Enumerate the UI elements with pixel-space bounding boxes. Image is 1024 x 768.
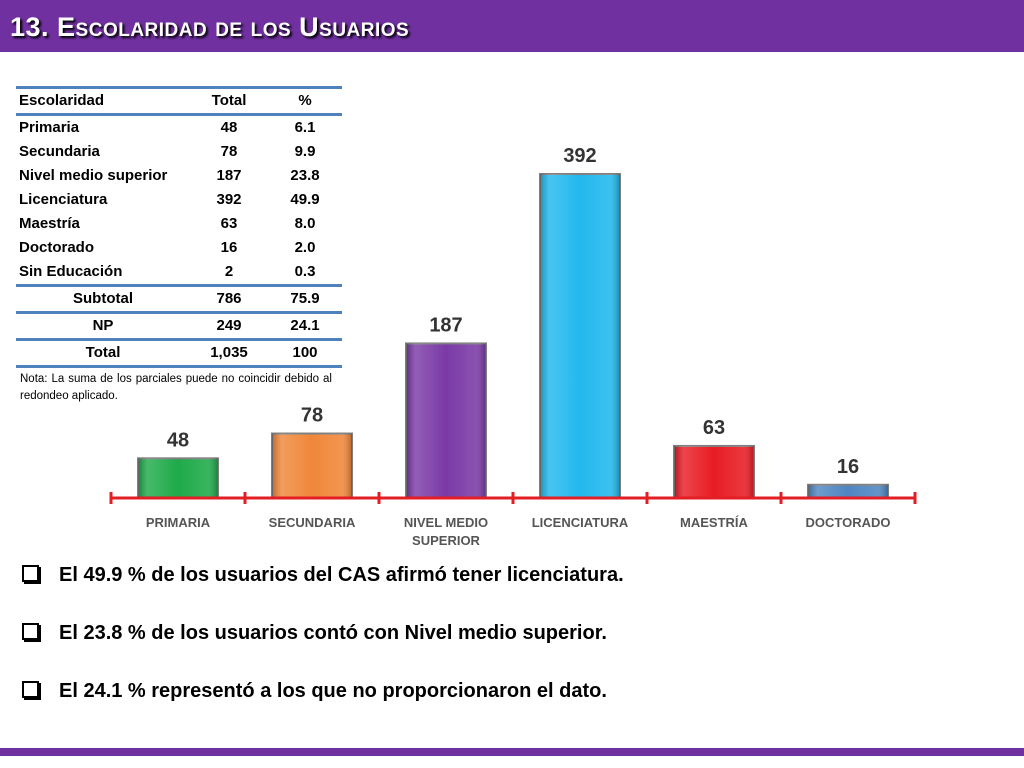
data-table: Escolaridad Total % Primaria 48 6.1 Secu… xyxy=(16,86,342,368)
table-cell: 9.9 xyxy=(294,143,316,160)
table-cell: 75.9 xyxy=(268,284,342,313)
table-cell: 2.0 xyxy=(294,239,316,256)
bar-highlight xyxy=(406,343,486,498)
table-cell: 1,035 xyxy=(190,338,268,368)
table-row: Doctorado 16 2.0 xyxy=(16,236,342,260)
data-label: 63 xyxy=(703,417,725,439)
data-label: 187 xyxy=(429,314,462,336)
data-label: 392 xyxy=(563,145,596,167)
bullet-item: El 24.1 % representó a los que no propor… xyxy=(22,676,624,734)
category-label: PRIMARIA xyxy=(146,515,211,530)
table-cell: 49.9 xyxy=(290,191,320,208)
table-cell: 16 xyxy=(220,239,238,256)
table-cell: 392 xyxy=(216,191,242,208)
bottom-bar xyxy=(0,748,1024,756)
table-cell: 6.1 xyxy=(294,119,316,136)
total-row: Total 1,035 100 xyxy=(16,338,342,368)
category-label: DOCTORADO xyxy=(806,515,891,530)
bullet-item: El 23.8 % de los usuarios contó con Nive… xyxy=(22,618,624,676)
bar-highlight xyxy=(540,174,620,498)
bullet-text: El 24.1 % representó a los que no propor… xyxy=(59,680,607,702)
bar-highlight xyxy=(272,433,352,498)
bar-chart: 48 PRIMARIA 78 SECUNDARIA 187 NIVEL MEDIO SUPE… xyxy=(109,145,917,548)
table-row: Licenciatura 392 49.9 xyxy=(16,188,342,212)
table-header-row: Escolaridad Total % xyxy=(16,86,342,116)
table-cell: 786 xyxy=(190,284,268,313)
data-label: 16 xyxy=(837,456,859,478)
bar-highlight xyxy=(138,458,218,498)
slide-title: 13. Escolaridad de los Usuarios xyxy=(10,12,410,42)
table-cell: Secundaria xyxy=(19,143,100,160)
category-label: MAESTRÍA xyxy=(680,515,749,530)
table-row: Nivel medio superior 187 23.8 xyxy=(16,164,342,188)
bullet-text: El 23.8 % de los usuarios contó con Nive… xyxy=(59,622,607,644)
checkbox-bullet-icon xyxy=(22,565,39,582)
checkbox-bullet-icon xyxy=(22,681,39,698)
bullet-text: El 49.9 % de los usuarios del CAS afirmó… xyxy=(59,564,624,586)
category-label: SECUNDARIA xyxy=(269,515,356,530)
bar-highlight xyxy=(808,484,888,498)
np-row: NP 249 24.1 xyxy=(16,311,342,340)
table-cell: 23.8 xyxy=(290,167,320,184)
table-cell: Primaria xyxy=(19,119,80,136)
table-cell: Total xyxy=(16,338,190,368)
bullet-list: El 49.9 % de los usuarios del CAS afirmó… xyxy=(22,560,624,734)
column-header: % xyxy=(268,86,342,116)
table-row: Maestría 63 8.0 xyxy=(16,212,342,236)
table-note: Nota: La suma de los parciales puede no … xyxy=(20,373,332,402)
table-cell: Licenciatura xyxy=(19,191,108,208)
bar-highlight xyxy=(674,445,754,498)
subtotal-row: Subtotal 786 75.9 xyxy=(16,284,342,313)
table-row: Secundaria 78 9.9 xyxy=(16,140,342,164)
table-cell: NP xyxy=(16,311,190,340)
checkbox-bullet-icon xyxy=(22,623,39,640)
table-cell: 48 xyxy=(220,119,238,136)
table-cell: Sin Educación xyxy=(19,263,123,280)
table-cell: 78 xyxy=(220,143,238,160)
table-cell: 63 xyxy=(220,215,238,232)
table-cell: 0.3 xyxy=(294,263,316,280)
bullet-item: El 49.9 % de los usuarios del CAS afirmó… xyxy=(22,560,624,618)
table-cell: 187 xyxy=(216,167,242,184)
table-cell: Nivel medio superior xyxy=(19,167,168,184)
data-label: 78 xyxy=(301,405,323,427)
table-cell: Subtotal xyxy=(16,284,190,313)
table-row: Primaria 48 6.1 xyxy=(16,115,342,141)
table-cell: 249 xyxy=(190,311,268,340)
title-bar: 13. Escolaridad de los Usuarios xyxy=(0,0,1024,52)
category-label: NIVEL MEDIO SUPERIOR xyxy=(404,515,488,548)
column-header: Total xyxy=(190,86,268,116)
table-cell: 2 xyxy=(224,263,234,280)
table-row: Sin Educación 2 0.3 xyxy=(16,260,342,286)
table-cell: Maestría xyxy=(19,215,80,232)
column-header: Escolaridad xyxy=(16,86,190,116)
category-label: LICENCIATURA xyxy=(532,515,629,530)
table-cell: 24.1 xyxy=(268,311,342,340)
table-cell: Doctorado xyxy=(19,239,94,256)
table-cell: 100 xyxy=(268,338,342,368)
data-label: 48 xyxy=(167,429,189,451)
table-cell: 8.0 xyxy=(294,215,316,232)
